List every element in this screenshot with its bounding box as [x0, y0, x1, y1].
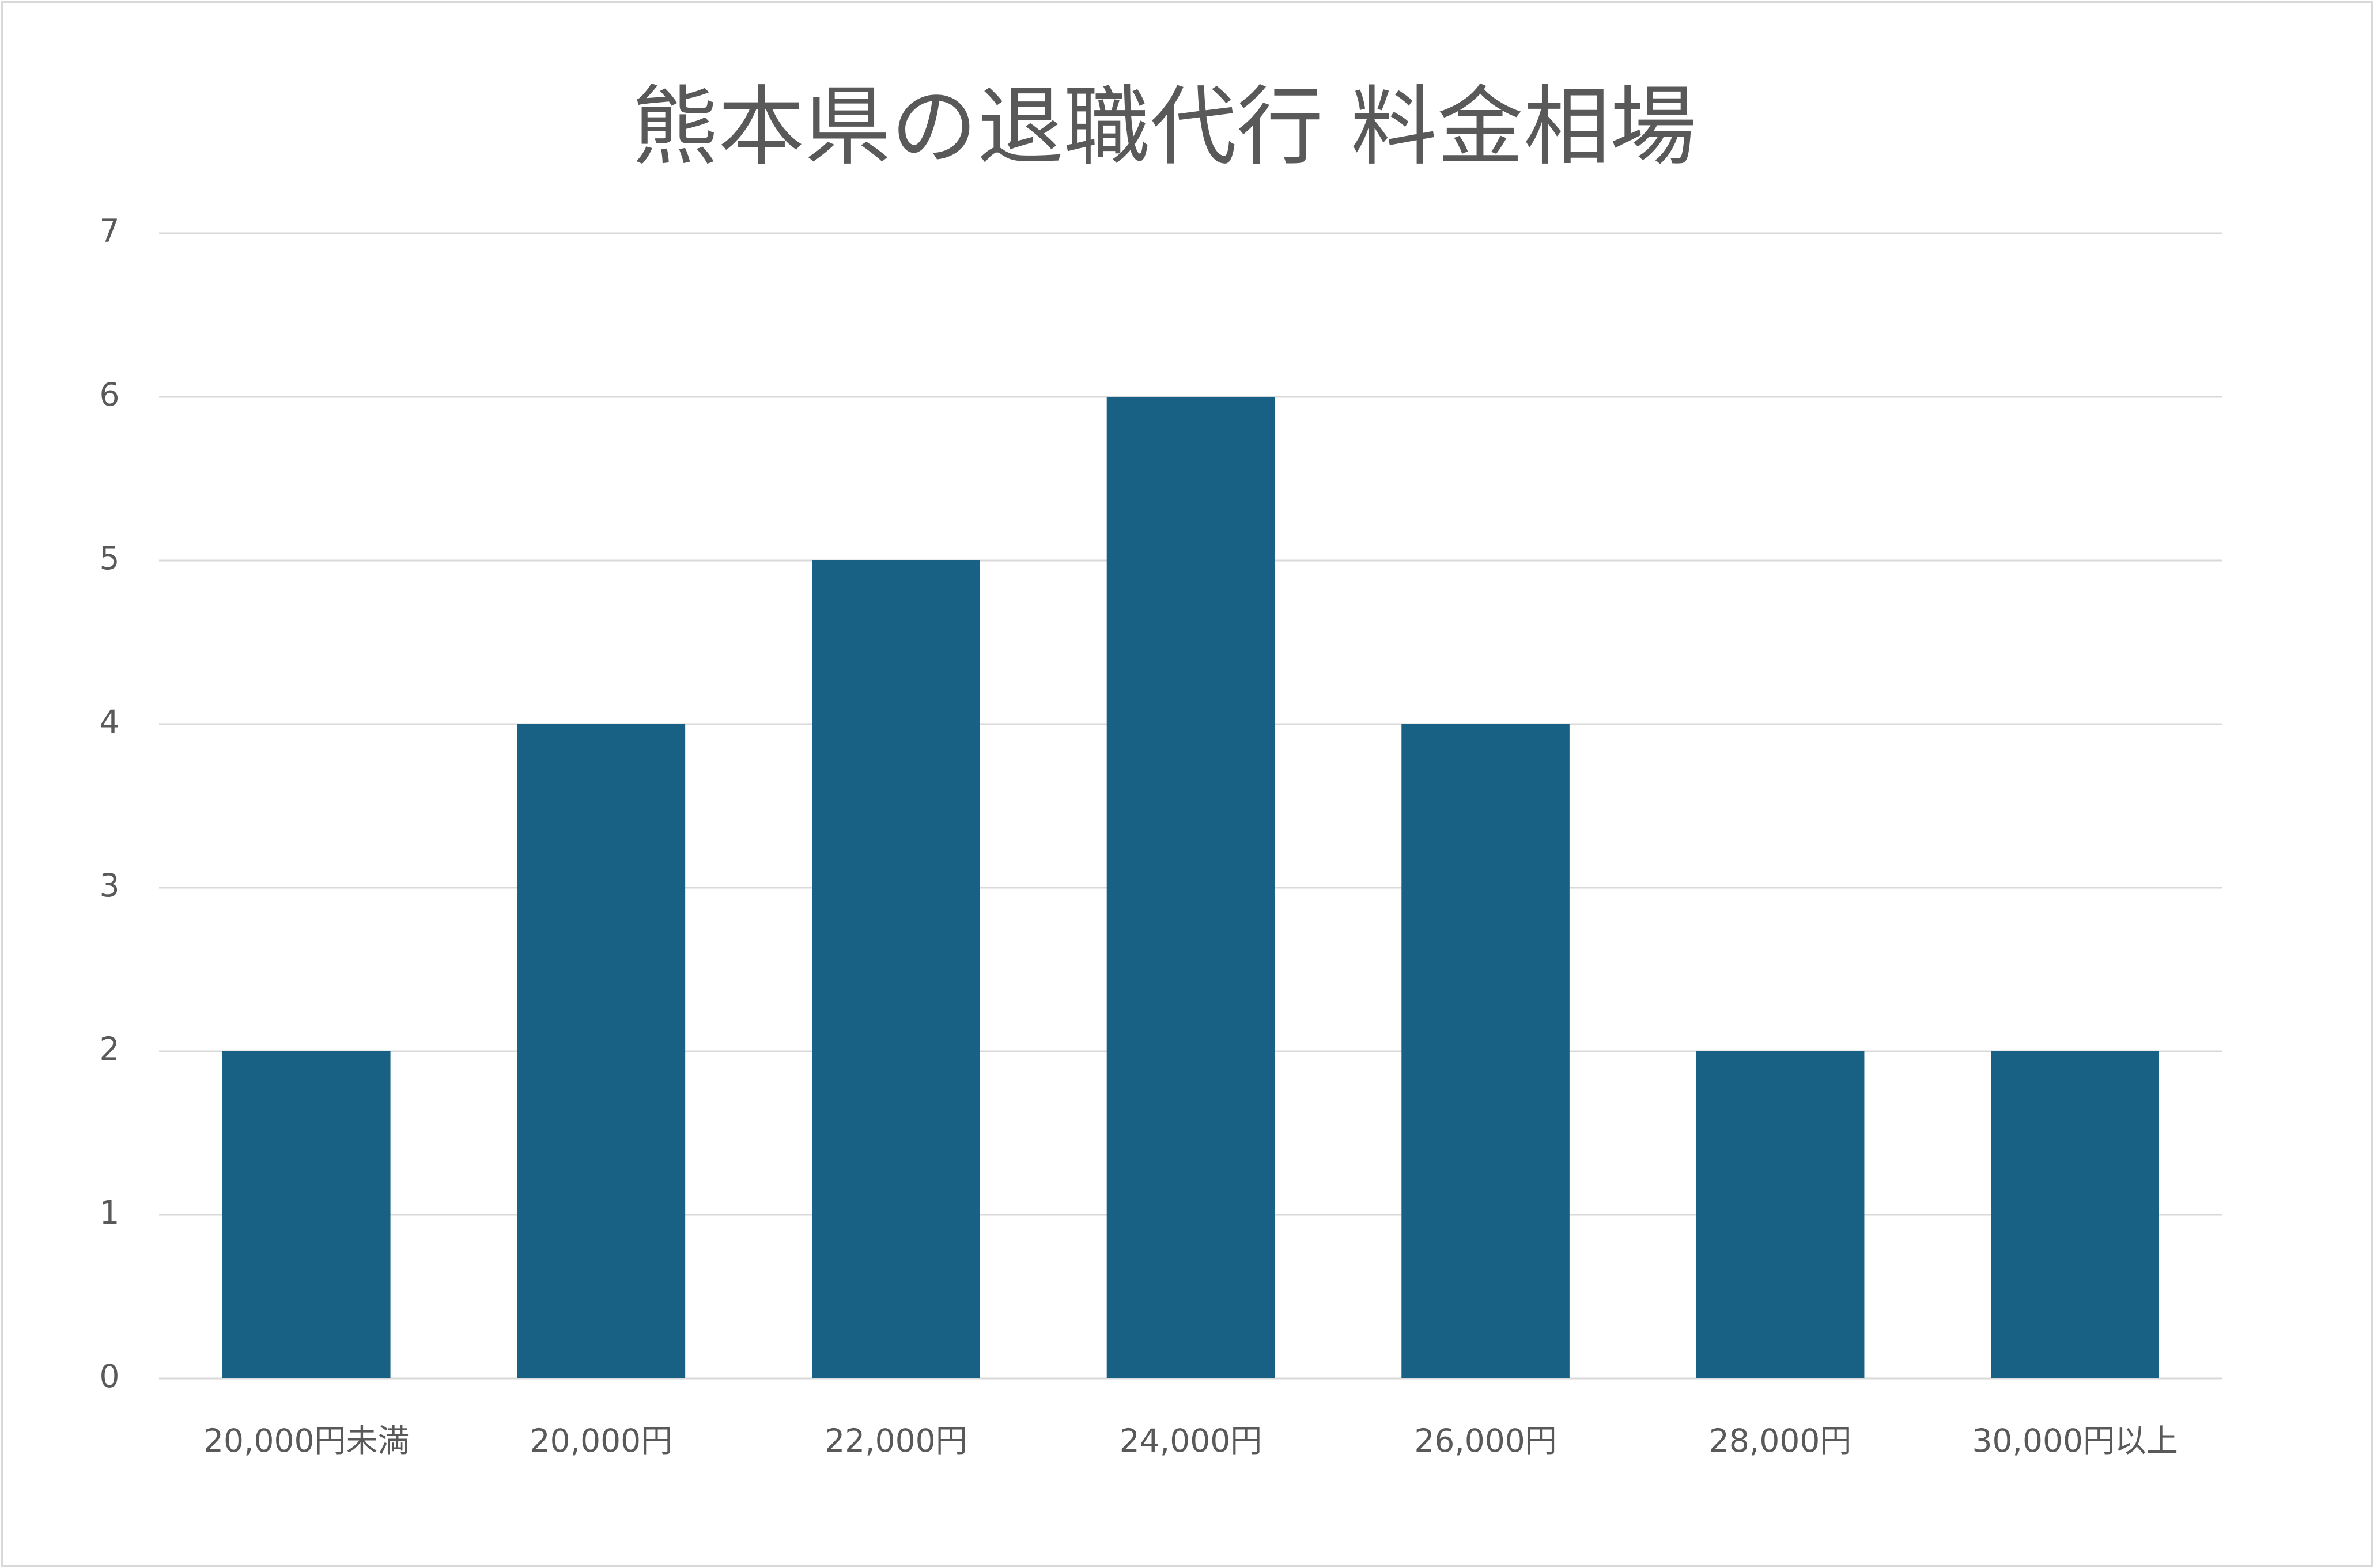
x-tick-label: 28,000円 — [1709, 1422, 1851, 1459]
bar — [1401, 724, 1570, 1378]
x-tick-label: 20,000円 — [530, 1422, 672, 1459]
bar — [1991, 1051, 2160, 1378]
x-tick-label: 24,000円 — [1120, 1422, 1262, 1459]
y-tick-label: 6 — [100, 376, 120, 413]
bar — [222, 1051, 391, 1378]
y-tick-label: 1 — [100, 1194, 120, 1231]
bar — [1106, 397, 1275, 1378]
bar — [517, 724, 686, 1378]
y-tick-label: 4 — [100, 703, 120, 740]
bar — [812, 560, 980, 1378]
y-tick-label: 3 — [100, 867, 120, 904]
y-tick-label: 0 — [100, 1358, 120, 1395]
chart-title: 熊本県の退職代行 料金相場 — [632, 77, 1696, 177]
x-tick-label: 22,000円 — [825, 1422, 967, 1459]
bar — [1696, 1051, 1865, 1378]
y-tick-label: 7 — [100, 213, 120, 249]
y-tick-label: 5 — [100, 540, 120, 577]
x-tick-label: 20,000円未満 — [203, 1422, 409, 1459]
x-tick-label: 26,000円 — [1414, 1422, 1556, 1459]
x-tick-label: 30,000円以上 — [1972, 1422, 2178, 1459]
y-tick-label: 2 — [100, 1031, 120, 1067]
